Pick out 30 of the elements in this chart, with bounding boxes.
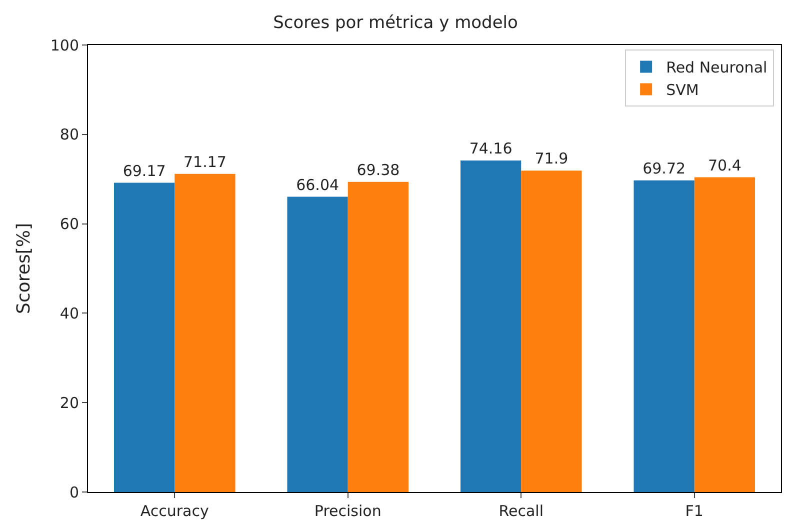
- legend-label: SVM: [666, 81, 699, 100]
- bar: [460, 160, 522, 492]
- data-label: 70.4: [708, 156, 742, 174]
- data-label: 69.17: [122, 162, 166, 180]
- y-axis-title: Scores[%]: [14, 223, 35, 314]
- data-label: 69.38: [356, 160, 400, 179]
- bar: [694, 177, 756, 492]
- y-tick-label: 80: [60, 126, 79, 144]
- y-tick-label: 0: [69, 483, 79, 502]
- chart-title: Scores por métrica y modelo: [273, 12, 518, 33]
- x-tick-label: F1: [685, 502, 704, 520]
- data-label: 71.9: [534, 150, 568, 168]
- y-tick-label: 60: [60, 215, 79, 234]
- data-label: 71.17: [183, 152, 226, 171]
- y-tick-label: 20: [60, 394, 79, 412]
- y-tick-label: 100: [50, 36, 79, 54]
- legend-label: Red Neuronal: [666, 58, 768, 77]
- x-tick-label: Accuracy: [140, 502, 209, 520]
- bar: [634, 180, 694, 492]
- data-label: 69.72: [642, 159, 686, 178]
- x-tick-label: Precision: [314, 502, 382, 520]
- data-label: 74.16: [469, 140, 512, 158]
- bar: [114, 182, 175, 492]
- bar: [521, 170, 582, 492]
- bar: [348, 182, 409, 492]
- bar: [174, 174, 236, 492]
- bar: [287, 196, 348, 492]
- y-tick-label: 40: [60, 304, 79, 322]
- x-tick-label: Recall: [498, 502, 544, 520]
- data-label: 66.04: [296, 176, 340, 194]
